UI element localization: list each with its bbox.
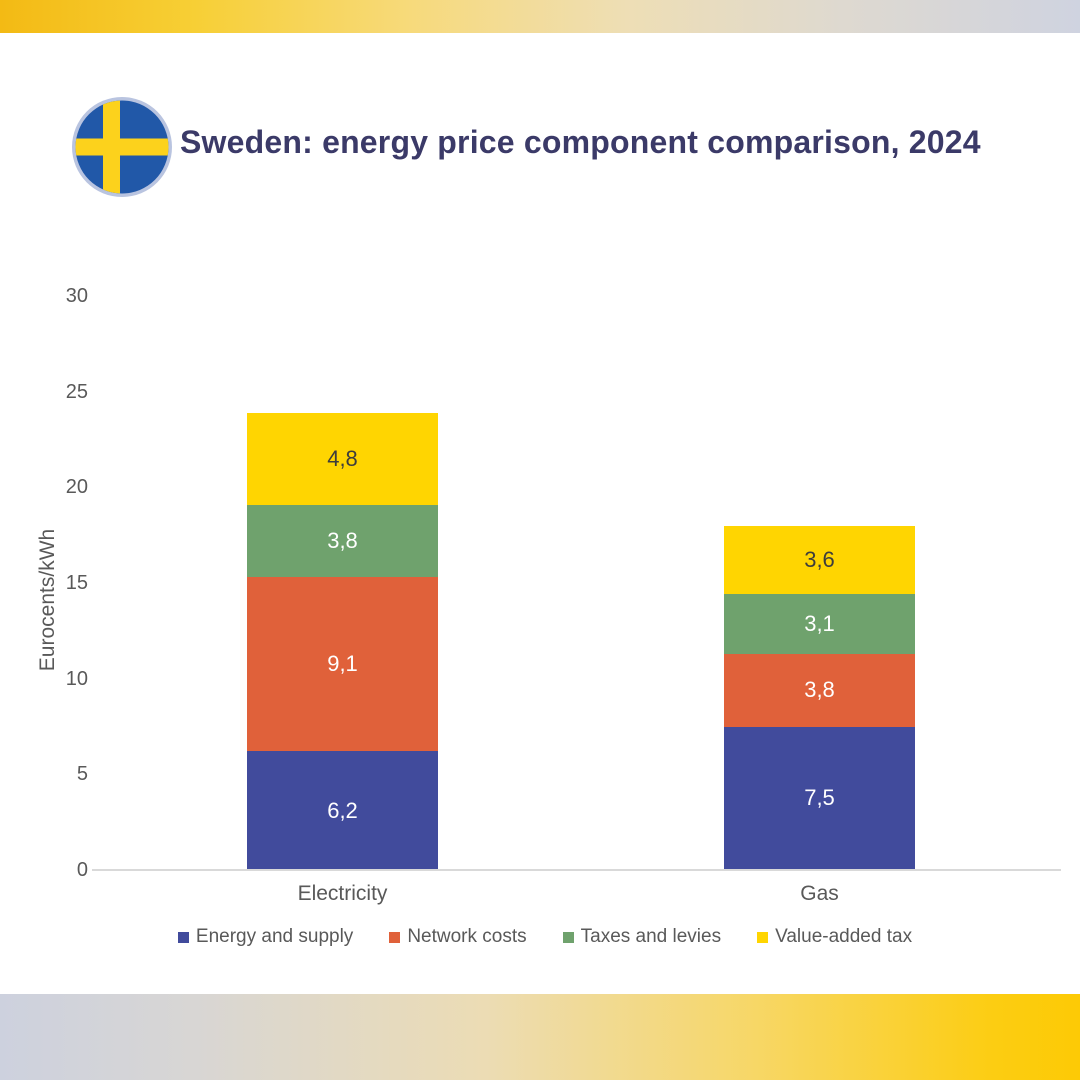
bar-segment: 3,8 xyxy=(724,653,915,727)
legend-swatch-icon xyxy=(177,931,189,943)
x-category-label: Electricity xyxy=(297,882,388,905)
y-tick-label: 20 xyxy=(65,476,88,499)
legend-item: Network costs xyxy=(389,926,527,948)
y-axis-title: Eurocents/kWh xyxy=(36,528,59,672)
bar-value-label: 7,5 xyxy=(804,785,835,811)
y-tick-label: 0 xyxy=(76,859,88,881)
bar-value-label: 3,8 xyxy=(804,677,835,703)
y-tick-label: 5 xyxy=(76,763,88,786)
bar-segment: 7,5 xyxy=(724,726,915,870)
y-tick-label: 30 xyxy=(65,285,88,307)
legend-label: Value-added tax xyxy=(775,926,913,947)
y-tick-label: 25 xyxy=(65,380,88,403)
x-axis-line xyxy=(92,869,1061,871)
page-title: Sweden: energy price component compariso… xyxy=(180,124,981,160)
legend-label: Network costs xyxy=(407,926,527,947)
bar-segment: 3,8 xyxy=(247,504,438,578)
legend-item: Value-added tax xyxy=(757,926,912,948)
y-tick-label: 15 xyxy=(65,572,88,594)
bar-value-label: 3,6 xyxy=(804,547,835,573)
bar-value-label: 9,1 xyxy=(327,651,358,677)
bar-value-label: 4,8 xyxy=(327,445,358,471)
bar-value-label: 3,1 xyxy=(804,611,835,637)
bar-segment: 4,8 xyxy=(247,412,438,505)
bar-segment: 3,1 xyxy=(724,594,915,654)
plot-area: 6,2 9,1 3,8 4,8 7,5 3,8 3,1 3,6 xyxy=(92,296,1060,870)
legend-swatch-icon xyxy=(757,931,769,943)
bar-value-label: 3,8 xyxy=(327,527,358,553)
legend: Energy and supply Network costs Taxes and … xyxy=(80,926,1010,948)
bar-segment: 3,6 xyxy=(724,525,915,595)
y-tick-label: 10 xyxy=(65,667,88,690)
bar-segment: 9,1 xyxy=(247,577,438,752)
bar-value-label: 6,2 xyxy=(327,797,358,823)
x-category-label: Gas xyxy=(800,882,839,905)
legend-item: Energy and supply xyxy=(177,926,354,948)
legend-item: Taxes and levies xyxy=(562,926,722,948)
legend-swatch-icon xyxy=(562,931,574,943)
top-gradient-band xyxy=(0,0,1080,33)
legend-label: Energy and supply xyxy=(195,926,354,947)
sweden-flag-icon xyxy=(72,97,172,197)
bar-segment: 6,2 xyxy=(247,751,438,870)
legend-label: Taxes and levies xyxy=(580,926,722,947)
bottom-gradient-band: ehpa 25 years xyxy=(0,994,1080,1080)
legend-swatch-icon xyxy=(389,931,401,943)
